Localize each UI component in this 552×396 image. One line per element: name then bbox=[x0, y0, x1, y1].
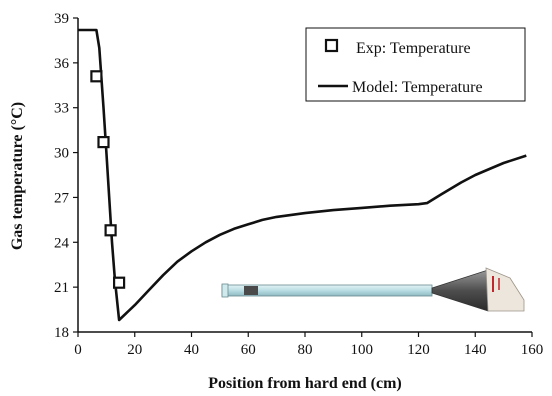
horn-holder bbox=[485, 267, 525, 312]
y-tick-label: 36 bbox=[54, 56, 70, 72]
y-axis-title: Gas temperature (°C) bbox=[9, 102, 26, 250]
exp-data-point bbox=[90, 70, 103, 83]
y-tick-label: 18 bbox=[54, 325, 69, 341]
y-ticks: 18 21 24 27 30 33 36 39 bbox=[54, 11, 78, 341]
tube-band bbox=[244, 286, 258, 295]
legend-model-label: Model: Temperature bbox=[352, 79, 483, 96]
x-tick-label: 140 bbox=[464, 342, 487, 358]
tube-end-cap bbox=[221, 283, 229, 298]
x-tick-label: 100 bbox=[351, 342, 374, 358]
exp-data-point bbox=[104, 224, 117, 237]
legend-box bbox=[305, 27, 526, 102]
x-tick-label: 120 bbox=[407, 342, 430, 358]
x-ticks: 0 20 40 60 80 100 120 140 160 bbox=[74, 332, 543, 358]
x-tick-label: 60 bbox=[241, 342, 256, 358]
y-tick-label: 24 bbox=[54, 235, 70, 251]
legend-exp-marker bbox=[324, 38, 339, 53]
x-tick-label: 40 bbox=[184, 342, 199, 358]
legend-exp-label: Exp: Temperature bbox=[356, 40, 471, 57]
y-tick-label: 27 bbox=[54, 190, 70, 206]
legend: Exp: Temperature Model: Temperature bbox=[305, 27, 526, 102]
exp-data-point bbox=[112, 276, 126, 289]
y-tick-label: 39 bbox=[54, 11, 69, 27]
x-tick-label: 80 bbox=[298, 342, 313, 358]
x-tick-label: 160 bbox=[521, 342, 544, 358]
exp-temperature-markers bbox=[90, 70, 126, 289]
apparatus-illustration bbox=[221, 267, 525, 312]
model-temperature-line bbox=[78, 28, 527, 322]
x-axis-title: Position from hard end (cm) bbox=[208, 375, 401, 392]
exp-data-point bbox=[97, 136, 110, 149]
y-tick-label: 33 bbox=[54, 101, 69, 117]
y-tick-label: 30 bbox=[54, 146, 69, 162]
x-tick-label: 20 bbox=[127, 342, 142, 358]
x-tick-label: 0 bbox=[74, 342, 82, 358]
y-tick-label: 21 bbox=[54, 280, 69, 296]
horn-cone bbox=[431, 269, 489, 312]
